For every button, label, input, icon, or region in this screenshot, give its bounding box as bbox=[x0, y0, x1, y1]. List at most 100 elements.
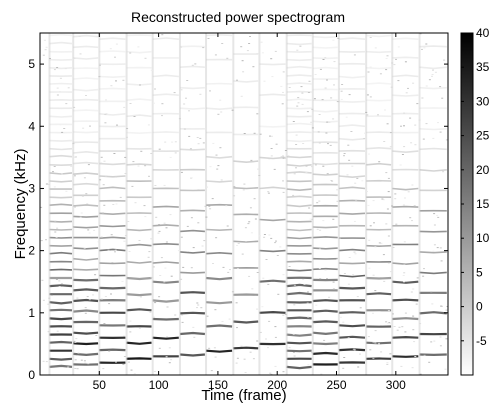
noise-speck bbox=[433, 213, 436, 215]
noise-speck bbox=[125, 136, 128, 138]
noise-speck bbox=[63, 128, 66, 129]
x-tick-label: 300 bbox=[386, 378, 406, 392]
noise-speck bbox=[307, 364, 310, 366]
noise-speck bbox=[226, 225, 229, 227]
spectral-partial bbox=[73, 278, 99, 282]
noise-speck bbox=[299, 45, 302, 47]
noise-speck bbox=[209, 208, 212, 210]
noise-speck bbox=[293, 304, 296, 306]
noise-speck bbox=[128, 251, 131, 252]
spectral-partial bbox=[366, 146, 392, 150]
noise-speck bbox=[311, 166, 313, 168]
noise-speck bbox=[318, 200, 321, 202]
noise-speck bbox=[236, 327, 238, 329]
noise-speck bbox=[320, 373, 323, 375]
noise-speck bbox=[273, 168, 276, 170]
noise-speck bbox=[213, 347, 216, 349]
noise-speck bbox=[437, 216, 440, 218]
noise-speck bbox=[100, 156, 103, 158]
noise-speck bbox=[79, 216, 82, 218]
noise-speck bbox=[380, 351, 383, 353]
noise-speck bbox=[45, 46, 48, 48]
noise-speck bbox=[221, 43, 224, 44]
noise-speck bbox=[436, 247, 439, 249]
noise-speck bbox=[148, 251, 151, 253]
noise-speck bbox=[154, 185, 157, 186]
noise-speck bbox=[45, 361, 48, 363]
noise-speck bbox=[397, 46, 400, 48]
noise-speck bbox=[434, 71, 437, 73]
noise-speck bbox=[333, 84, 335, 86]
noise-speck bbox=[348, 94, 351, 96]
noise-speck bbox=[227, 271, 230, 273]
noise-speck bbox=[95, 335, 98, 336]
noise-speck bbox=[76, 297, 79, 299]
noise-speck bbox=[133, 116, 136, 117]
noise-speck bbox=[407, 191, 410, 193]
spectral-partial bbox=[286, 349, 312, 353]
spectral-partial bbox=[152, 299, 179, 303]
noise-speck bbox=[423, 268, 425, 270]
noise-speck bbox=[231, 109, 234, 111]
noise-speck bbox=[314, 74, 317, 75]
x-tick-label: 200 bbox=[267, 378, 287, 392]
noise-speck bbox=[186, 251, 189, 252]
noise-speck bbox=[382, 199, 385, 201]
spectral-partial bbox=[286, 58, 312, 62]
noise-speck bbox=[268, 320, 271, 322]
noise-speck bbox=[161, 103, 164, 105]
noise-speck bbox=[445, 338, 448, 340]
x-axis-ticks: 50 100 150 200 250 300 bbox=[93, 33, 406, 392]
noise-speck bbox=[160, 257, 163, 259]
spectral-partial bbox=[73, 182, 99, 186]
noise-speck bbox=[200, 307, 203, 309]
noise-speck bbox=[217, 165, 220, 167]
spectral-partial bbox=[49, 317, 73, 321]
noise-speck bbox=[158, 296, 161, 298]
spectral-partial bbox=[286, 188, 312, 192]
noise-speck bbox=[127, 221, 130, 222]
noise-speck bbox=[58, 280, 61, 282]
noise-speck bbox=[284, 313, 287, 315]
noise-speck bbox=[174, 152, 177, 154]
noise-speck bbox=[92, 294, 95, 296]
noise-speck bbox=[282, 274, 285, 276]
spectral-partial bbox=[73, 226, 99, 229]
noise-speck bbox=[74, 206, 76, 208]
spectral-partial bbox=[338, 274, 366, 278]
noise-speck bbox=[355, 199, 358, 201]
noise-speck bbox=[105, 175, 108, 177]
noise-speck bbox=[410, 142, 413, 144]
noise-speck bbox=[53, 69, 56, 71]
noise-speck bbox=[338, 237, 341, 239]
noise-speck bbox=[309, 218, 312, 220]
noise-speck bbox=[326, 121, 329, 123]
noise-speck bbox=[269, 135, 271, 137]
spectral-partial bbox=[152, 93, 179, 96]
noise-speck bbox=[65, 103, 68, 105]
noise-speck bbox=[339, 316, 342, 318]
noise-speck bbox=[206, 315, 209, 317]
noise-speck bbox=[315, 304, 318, 306]
spectral-partial bbox=[99, 37, 126, 40]
noise-speck bbox=[219, 147, 222, 149]
noise-speck bbox=[236, 268, 239, 269]
noise-speck bbox=[403, 112, 406, 114]
noise-speck bbox=[308, 207, 311, 209]
spectral-partial bbox=[312, 267, 338, 271]
spectral-partial bbox=[73, 352, 99, 357]
noise-speck bbox=[367, 336, 370, 338]
noise-speck bbox=[210, 370, 213, 372]
noise-speck bbox=[354, 253, 357, 255]
spectral-partial bbox=[49, 180, 73, 183]
noise-speck bbox=[287, 155, 290, 157]
spectral-partial bbox=[99, 236, 126, 239]
spectral-partial bbox=[99, 175, 126, 178]
noise-speck bbox=[262, 277, 265, 279]
noise-speck bbox=[369, 37, 372, 38]
noise-speck bbox=[282, 371, 285, 373]
noise-speck bbox=[386, 123, 389, 125]
noise-speck bbox=[253, 198, 256, 200]
noise-speck bbox=[56, 67, 59, 68]
noise-speck bbox=[123, 240, 126, 242]
